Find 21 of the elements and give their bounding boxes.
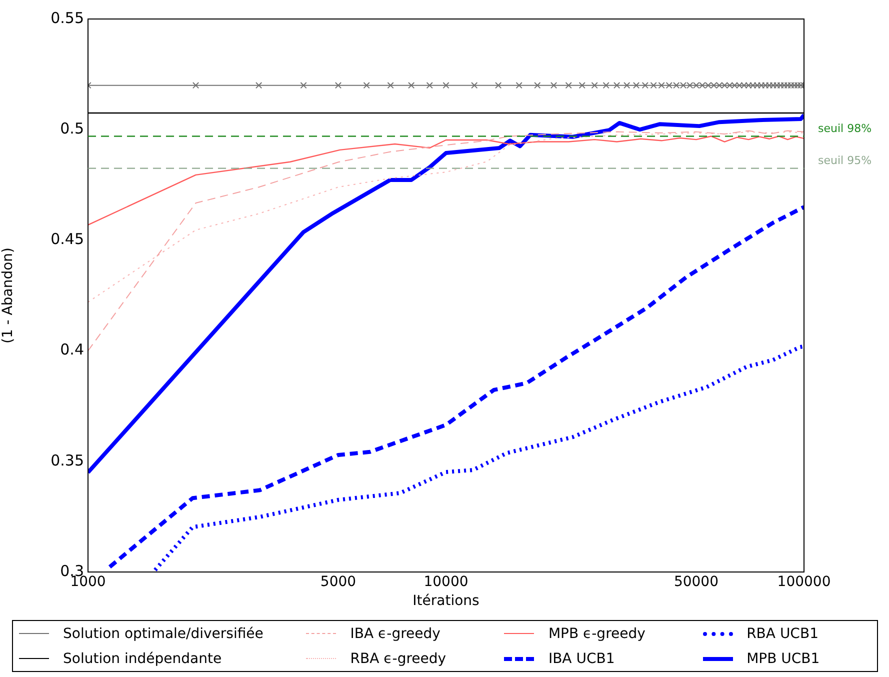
y-tick-label: 0.35	[50, 451, 84, 470]
y-tick-label: 0.55	[50, 8, 84, 27]
x-tick-label: 10000	[424, 574, 468, 590]
legend-label: Solution optimale/diversifiée	[63, 626, 264, 642]
legend-label: IBA ϵ-greedy	[350, 626, 440, 642]
legend-label: Solution indépendante	[63, 650, 222, 666]
x-axis-title: Itérations	[412, 593, 480, 610]
x-tick-label: 5000	[320, 574, 356, 590]
y-tick-label: 0.4	[60, 340, 84, 359]
ref-line-label: seuil 95%	[818, 154, 872, 168]
legend-label: IBA UCB1	[548, 650, 615, 666]
x-tick-label: 100000	[777, 574, 831, 590]
y-axis-title: (1 - Abandon)	[0, 247, 16, 344]
x-tick-label: 50000	[674, 574, 719, 590]
ref-line-label: seuil 98%	[818, 122, 872, 136]
y-tick-label: 0.45	[50, 230, 84, 248]
legend-label: RBA UCB1	[746, 626, 818, 642]
legend-label: RBA ϵ-greedy	[350, 650, 446, 666]
legend-label: MPB ϵ-greedy	[548, 626, 646, 642]
legend-label: MPB UCB1	[746, 650, 820, 666]
y-tick-label: 0.5	[60, 119, 84, 138]
